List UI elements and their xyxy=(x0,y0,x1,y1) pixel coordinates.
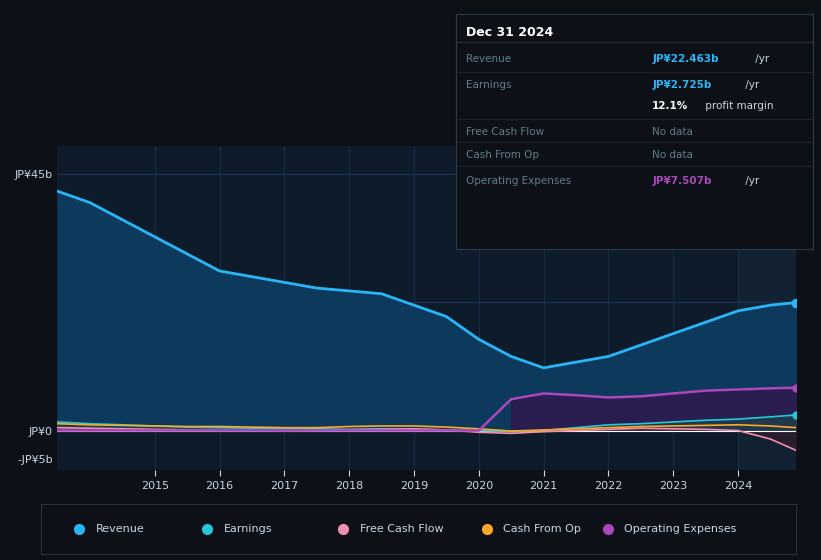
Text: /yr: /yr xyxy=(752,54,769,64)
Text: profit margin: profit margin xyxy=(702,101,773,111)
Text: JP¥7.507b: JP¥7.507b xyxy=(652,176,712,186)
Text: Earnings: Earnings xyxy=(466,80,511,90)
Text: Cash From Op: Cash From Op xyxy=(466,150,539,160)
Text: JP¥2.725b: JP¥2.725b xyxy=(652,80,712,90)
Text: No data: No data xyxy=(652,150,693,160)
Text: Free Cash Flow: Free Cash Flow xyxy=(360,524,443,534)
Text: Revenue: Revenue xyxy=(95,524,144,534)
Text: /yr: /yr xyxy=(742,80,759,90)
Text: No data: No data xyxy=(652,127,693,137)
Bar xyxy=(738,146,796,470)
Text: 12.1%: 12.1% xyxy=(652,101,688,111)
Text: /yr: /yr xyxy=(742,176,759,186)
Text: Operating Expenses: Operating Expenses xyxy=(466,176,571,186)
Text: Free Cash Flow: Free Cash Flow xyxy=(466,127,544,137)
Text: Revenue: Revenue xyxy=(466,54,511,64)
Text: JP¥22.463b: JP¥22.463b xyxy=(652,54,718,64)
Text: Cash From Op: Cash From Op xyxy=(503,524,581,534)
Text: Earnings: Earnings xyxy=(224,524,273,534)
Text: Dec 31 2024: Dec 31 2024 xyxy=(466,26,553,39)
Text: Operating Expenses: Operating Expenses xyxy=(624,524,736,534)
